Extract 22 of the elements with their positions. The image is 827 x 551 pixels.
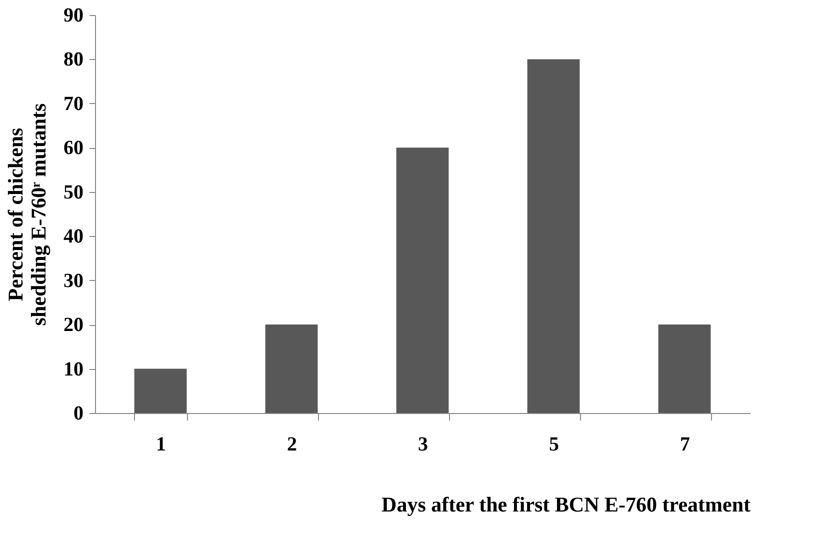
x-tick-label: 3: [418, 434, 428, 456]
y-tick-label: 0: [74, 402, 84, 424]
x-tick-label: 7: [680, 434, 690, 456]
y-tick-label: 80: [64, 48, 84, 71]
bar: [396, 148, 449, 413]
bar: [265, 324, 318, 413]
y-tick-label: 90: [64, 4, 84, 26]
y-tick-label: 20: [64, 314, 84, 336]
y-tick-label: 40: [64, 226, 84, 248]
bar: [658, 324, 711, 413]
y-axis-title: Percent of chickens shedding E-760ʳ mutants: [4, 103, 50, 326]
x-axis-title: Days after the first BCN E-760 treatment: [382, 492, 751, 516]
x-tick-label: 5: [549, 434, 559, 456]
y-tick-label: 50: [64, 181, 84, 204]
bar: [134, 368, 187, 413]
y-tick-label: 70: [64, 92, 84, 115]
y-tick-label: 60: [64, 137, 84, 160]
y-tick-label: 10: [64, 358, 84, 380]
x-tick-label: 2: [287, 434, 297, 456]
x-tick-label: 1: [156, 434, 166, 456]
y-tick-label: 30: [64, 270, 84, 292]
bar: [527, 59, 580, 413]
